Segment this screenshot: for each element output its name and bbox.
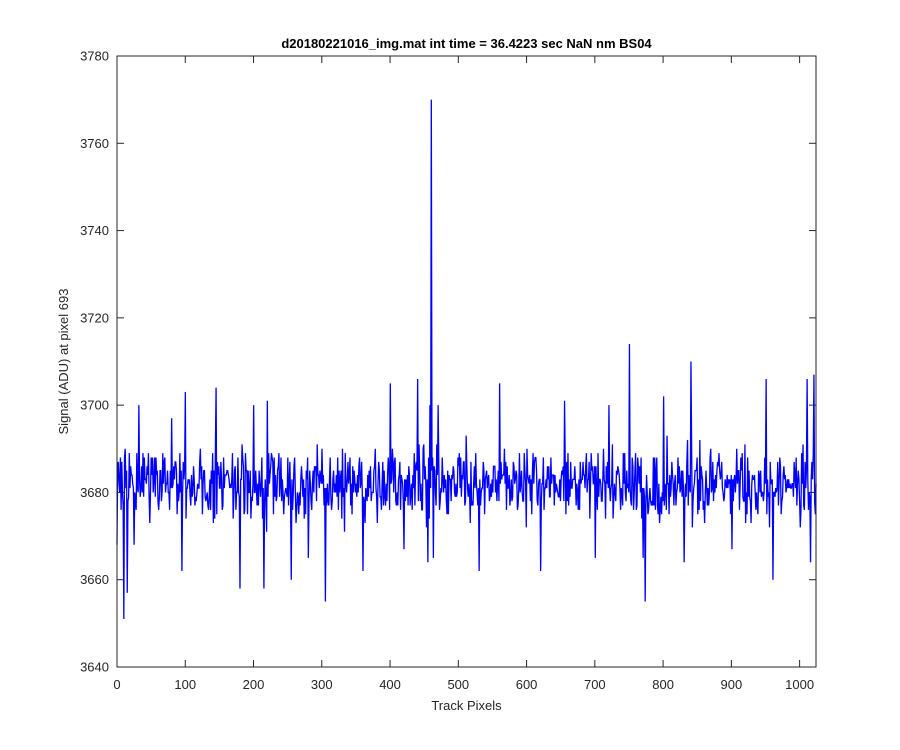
- x-tick-label: 200: [243, 677, 265, 692]
- x-tick-label: 400: [379, 677, 401, 692]
- x-tick-label: 1000: [785, 677, 814, 692]
- y-axis-label: Signal (ADU) at pixel 693: [56, 289, 71, 435]
- x-axis-label: Track Pixels: [431, 698, 502, 713]
- x-tick-label: 900: [721, 677, 743, 692]
- x-tick-label: 0: [113, 677, 120, 692]
- x-tick-label: 800: [652, 677, 674, 692]
- signal-series-line: [116, 99, 817, 619]
- x-tick-label: 100: [174, 677, 196, 692]
- y-tick-label: 3720: [80, 310, 109, 325]
- plot-area: [117, 56, 816, 667]
- y-tick-label: 3640: [80, 660, 109, 675]
- y-tick-label: 3680: [80, 485, 109, 500]
- x-axis-ticks: 0 100 200 300 400 500 600 700 800 900 1000: [113, 56, 814, 692]
- plot-frame: [116, 55, 817, 668]
- y-tick-label: 3740: [80, 223, 109, 238]
- series-group: [116, 99, 817, 619]
- y-tick-label: 3780: [80, 49, 109, 64]
- y-axis-ticks: 3640 3660 3680 3700 3720 3740 3760 3780: [80, 49, 816, 675]
- x-tick-label: 500: [447, 677, 469, 692]
- chart-title: d20180221016_img.mat int time = 36.4223 …: [281, 36, 652, 51]
- y-tick-label: 3700: [80, 398, 109, 413]
- x-tick-label: 700: [584, 677, 606, 692]
- y-tick-label: 3660: [80, 572, 109, 587]
- y-tick-label: 3760: [80, 136, 109, 151]
- x-tick-label: 600: [516, 677, 538, 692]
- x-tick-label: 300: [311, 677, 333, 692]
